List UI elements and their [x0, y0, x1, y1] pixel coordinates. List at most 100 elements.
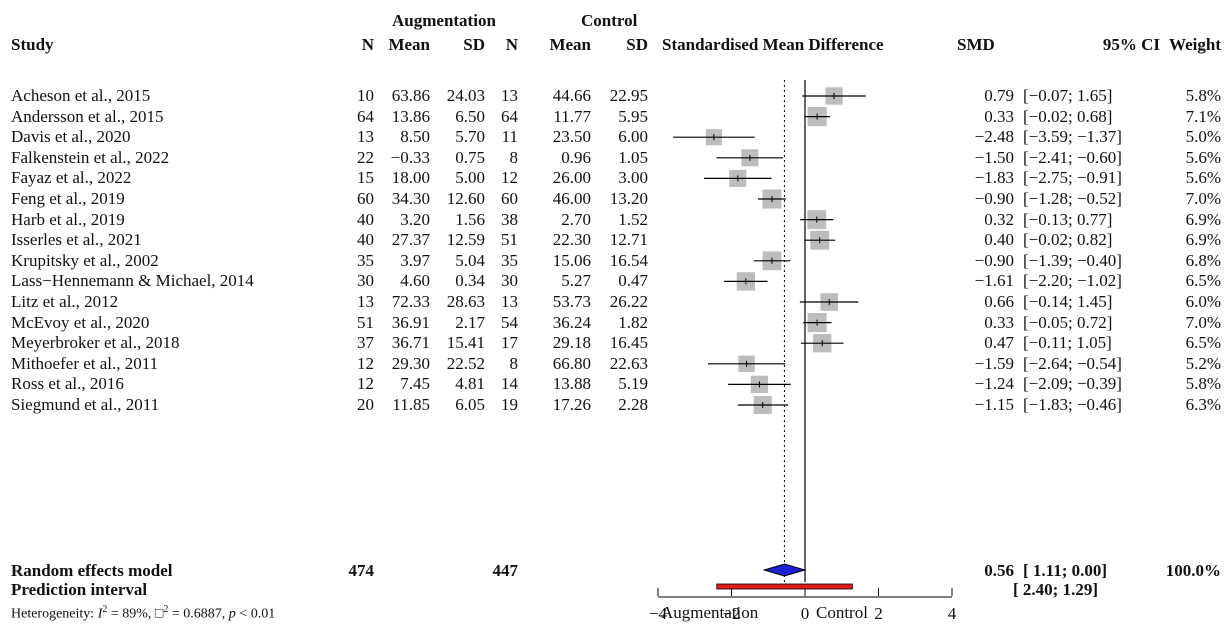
study-smd: −1.24 [974, 374, 1014, 394]
study-ci: [−2.09; −0.39] [1023, 374, 1122, 394]
random-effects-n-ctrl: 447 [492, 561, 519, 580]
study-ci: [−3.59; −1.37] [1023, 127, 1122, 147]
study-mean-aug: 7.45 [400, 374, 430, 394]
study-ci: [−0.05; 0.72] [1023, 312, 1113, 332]
study-smd: 0.33 [984, 106, 1014, 126]
study-n-aug: 20 [357, 395, 374, 414]
study-mean-aug: 72.33 [391, 292, 430, 311]
study-smd: −1.61 [974, 271, 1014, 291]
study-sd-aug: 0.34 [455, 271, 485, 291]
study-n-aug: 64 [357, 106, 374, 126]
study-mean-aug: 11.85 [392, 395, 430, 414]
study-weight: 5.8% [1185, 374, 1221, 394]
study-smd: 0.33 [984, 312, 1014, 332]
study-n-ctrl: 35 [501, 250, 518, 270]
study-mean-ctrl: 36.24 [552, 312, 591, 332]
study-sd-ctrl: 1.05 [618, 147, 648, 167]
header-study: Study [11, 35, 54, 54]
study-sd-ctrl: 16.45 [609, 333, 648, 353]
study-mean-ctrl: 29.18 [552, 333, 591, 353]
study-mean-ctrl: 26.00 [552, 168, 591, 188]
study-ci: [−2.64; −0.54] [1023, 353, 1122, 373]
x-tick-label: 2 [874, 604, 883, 623]
study-smd: −1.83 [974, 168, 1014, 188]
study-sd-ctrl: 6.00 [618, 127, 648, 147]
prediction-interval-label: Prediction interval [11, 580, 148, 599]
study-mean-ctrl: 0.96 [561, 147, 591, 167]
study-mean-ctrl: 11.77 [553, 106, 591, 126]
study-smd: −0.90 [974, 189, 1014, 208]
study-ci: [−0.02; 0.68] [1023, 106, 1113, 126]
study-sd-aug: 22.52 [446, 353, 485, 373]
study-smd: 0.79 [984, 86, 1014, 105]
study-smd: −2.48 [974, 127, 1014, 147]
study-n-aug: 40 [357, 230, 374, 250]
random-effects-smd: 0.56 [984, 561, 1014, 580]
study-sd-aug: 12.59 [446, 230, 485, 250]
study-weight: 6.8% [1185, 250, 1221, 270]
study-sd-ctrl: 1.82 [618, 312, 648, 332]
study-n-aug: 12 [357, 374, 374, 394]
header-mean-ctrl: Mean [549, 35, 591, 54]
study-mean-ctrl: 13.88 [552, 374, 591, 394]
study-sd-aug: 0.75 [455, 147, 485, 167]
study-n-ctrl: 13 [501, 86, 518, 105]
study-n-ctrl: 54 [501, 312, 518, 332]
study-name: Isserles et al., 2021 [11, 230, 142, 250]
study-smd: −0.90 [974, 250, 1014, 270]
random-effects-ci: [ 1.11; 0.00] [1023, 561, 1108, 580]
study-mean-ctrl: 53.73 [552, 292, 591, 311]
study-n-ctrl: 38 [501, 209, 518, 229]
study-mean-ctrl: 23.50 [552, 127, 591, 147]
study-name: Siegmund et al., 2011 [11, 395, 160, 414]
study-sd-aug: 12.60 [446, 189, 485, 208]
study-smd: −1.15 [974, 395, 1014, 414]
study-mean-aug: 3.97 [400, 250, 430, 270]
study-name: Meyerbroker et al., 2018 [11, 333, 180, 353]
header-n-aug: N [361, 35, 374, 54]
heterogeneity-tau-sup: 2 [163, 604, 169, 615]
study-sd-aug: 6.50 [455, 106, 485, 126]
study-n-aug: 60 [357, 189, 374, 208]
study-ci: [−0.13; 0.77] [1023, 209, 1113, 229]
study-n-ctrl: 11 [501, 127, 518, 147]
heterogeneity-tau: □ [154, 606, 164, 622]
study-weight: 7.0% [1185, 189, 1221, 208]
random-effects-weight: 100.0% [1165, 561, 1221, 580]
study-n-ctrl: 13 [501, 292, 518, 311]
study-sd-ctrl: 5.19 [618, 374, 648, 394]
study-ci: [−1.39; −0.40] [1023, 250, 1122, 270]
study-n-ctrl: 8 [509, 353, 519, 373]
study-name: Harb et al., 2019 [11, 209, 125, 229]
study-ci: [−2.41; −0.60] [1023, 147, 1122, 167]
study-n-ctrl: 14 [501, 374, 518, 394]
study-n-ctrl: 8 [509, 147, 519, 167]
x-tick-label: −4 [648, 604, 668, 623]
heterogeneity-p-value: < 0.01 [235, 606, 276, 622]
study-n-aug: 12 [357, 353, 374, 373]
study-sd-aug: 2.17 [455, 312, 485, 332]
study-name: Lass−Hennemann & Michael, 2014 [11, 271, 254, 291]
study-sd-aug: 4.81 [455, 374, 485, 394]
x-tick-label: 4 [947, 604, 957, 623]
study-mean-ctrl: 5.27 [561, 271, 591, 291]
heterogeneity-tau-value: = 0.6887, [168, 606, 229, 622]
study-mean-ctrl: 46.00 [552, 189, 591, 208]
study-mean-aug: 27.37 [391, 230, 430, 250]
study-mean-ctrl: 44.66 [552, 86, 591, 105]
study-weight: 5.2% [1185, 353, 1221, 373]
study-sd-ctrl: 26.22 [609, 292, 648, 311]
study-mean-ctrl: 17.26 [552, 395, 591, 414]
study-weight: 5.8% [1185, 86, 1221, 105]
study-name: Litz et al., 2012 [11, 292, 119, 311]
study-sd-ctrl: 0.47 [618, 271, 648, 291]
study-name: Feng et al., 2019 [11, 189, 125, 208]
study-n-aug: 35 [357, 250, 374, 270]
header-group-augmentation: Augmentation [392, 11, 496, 30]
study-smd: −1.50 [974, 147, 1014, 167]
study-mean-aug: 34.30 [391, 189, 430, 208]
study-mean-aug: 8.50 [400, 127, 430, 147]
study-n-aug: 15 [357, 168, 374, 188]
study-sd-aug: 15.41 [446, 333, 485, 353]
study-mean-ctrl: 22.30 [552, 230, 591, 250]
